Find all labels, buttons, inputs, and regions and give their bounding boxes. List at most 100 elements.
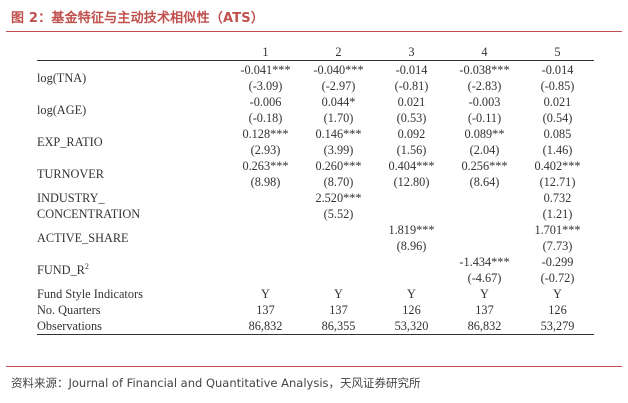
tstat-cell: (1.70) (323, 111, 354, 125)
table-row: Fund Style Indicators Y Y Y Y Y (37, 286, 594, 302)
table-row: FUND_R2 -1.434*** -0.299 (37, 254, 594, 277)
coef-cell (302, 222, 375, 238)
tstat-cell (375, 206, 448, 222)
tstat-cell: (3.99) (323, 143, 354, 157)
value-cell: 53,279 (521, 318, 594, 335)
tstat-cell: (-0.18) (248, 111, 283, 125)
row-label: ACTIVE_SHARE (37, 231, 129, 245)
value-cell: Y (480, 287, 489, 301)
coef-cell (448, 190, 521, 206)
superscript: 2 (84, 261, 89, 271)
tstat-cell: (-2.83) (467, 79, 502, 93)
coef-cell: 1.701*** (534, 223, 581, 237)
value-cell: 126 (548, 303, 567, 317)
table-row: TURNOVER 0.263*** 0.260*** 0.404*** 0.25… (37, 158, 594, 181)
row-label: log(TNA) (37, 71, 87, 85)
table-row: Observations 86,832 86,355 53,320 86,832… (37, 318, 594, 335)
tstat-cell: (7.73) (542, 239, 573, 253)
tstat-cell: (12.80) (393, 175, 430, 189)
table-row: CONCENTRATION (5.52) (1.21) (37, 206, 594, 222)
coef-cell: -0.038*** (459, 63, 510, 77)
tstat-cell: (8.70) (323, 175, 354, 189)
row-label: Fund Style Indicators (37, 287, 143, 301)
table-row: (8.96) (7.73) (37, 238, 594, 254)
coef-cell: -0.014 (541, 63, 574, 77)
tstat-cell: (2.04) (469, 143, 500, 157)
coef-cell: 0.732 (543, 191, 572, 205)
tstat-cell: (8.98) (250, 175, 281, 189)
coef-cell (375, 190, 448, 206)
tstat-cell: (1.46) (542, 143, 573, 157)
table-row: (2.93) (3.99) (1.56) (2.04) (1.46) (37, 142, 594, 158)
tstat-cell (302, 238, 375, 254)
row-label: EXP_RATIO (37, 135, 103, 149)
tstat-cell: (5.52) (323, 207, 354, 221)
coef-cell: 2.520*** (315, 191, 362, 205)
tstat-cell (448, 238, 521, 254)
value-cell: 126 (402, 303, 421, 317)
coef-cell: -0.003 (468, 95, 501, 109)
value-cell: 137 (475, 303, 494, 317)
tstat-cell (375, 270, 448, 286)
table-row: log(AGE) -0.006 0.044* 0.021 -0.003 0.02… (37, 94, 594, 117)
coef-cell: -0.041*** (240, 63, 291, 77)
table-row: ACTIVE_SHARE 1.819*** 1.701*** (37, 222, 594, 245)
value-cell: Y (407, 287, 416, 301)
tstat-cell: (0.54) (542, 111, 573, 125)
tstat-cell: (0.53) (396, 111, 427, 125)
coef-cell (229, 254, 302, 270)
tstat-cell (229, 206, 302, 222)
value-cell: 137 (256, 303, 275, 317)
row-label: No. Quarters (37, 303, 101, 317)
tstat-cell: (-3.09) (248, 79, 283, 93)
coef-cell: -0.040*** (313, 63, 364, 77)
table-row: (-0.18) (1.70) (0.53) (-0.11) (0.54) (37, 110, 594, 126)
regression-table: 1 2 3 4 5 log(TNA) -0.041*** -0.040*** -… (37, 44, 594, 335)
coef-cell: 0.128*** (242, 127, 289, 141)
value-cell: 86,355 (302, 318, 375, 335)
coef-cell: 1.819*** (388, 223, 435, 237)
tstat-cell: (-4.67) (467, 271, 502, 285)
tstat-cell: (2.93) (250, 143, 281, 157)
top-rule (6, 31, 622, 32)
row-label: INDUSTRY_ (37, 191, 105, 205)
coef-cell: 0.044* (321, 95, 356, 109)
table-row: (-4.67) (-0.72) (37, 270, 594, 286)
table-row: log(TNA) -0.041*** -0.040*** -0.014 -0.0… (37, 61, 594, 85)
row-label: log(AGE) (37, 103, 87, 117)
coef-cell: 0.021 (397, 95, 426, 109)
coef-cell (375, 254, 448, 270)
value-cell: Y (261, 287, 270, 301)
tstat-cell: (-2.97) (321, 79, 356, 93)
coef-cell: -0.299 (541, 255, 574, 269)
coef-cell: 0.092 (397, 127, 426, 141)
value-cell: 86,832 (448, 318, 521, 335)
tstat-cell (229, 270, 302, 286)
value-cell: Y (553, 287, 562, 301)
tstat-cell: (-0.85) (540, 79, 575, 93)
table-row: INDUSTRY_ 2.520*** 0.732 (37, 190, 594, 206)
tstat-cell (229, 238, 302, 254)
coef-cell: 0.021 (543, 95, 572, 109)
coef-cell (302, 254, 375, 270)
value-cell: Y (334, 287, 343, 301)
column-header: 3 (375, 44, 448, 61)
column-header: 4 (448, 44, 521, 61)
tstat-cell: (8.64) (469, 175, 500, 189)
row-label: FUND_R2 (37, 261, 89, 277)
coef-cell: 0.089** (464, 127, 505, 141)
coef-cell: 0.402*** (534, 159, 581, 173)
tstat-cell: (1.56) (396, 143, 427, 157)
coef-cell: 0.263*** (242, 159, 289, 173)
coef-cell: -0.014 (395, 63, 428, 77)
coef-cell: 0.260*** (315, 159, 362, 173)
table-row: No. Quarters 137 137 126 137 126 (37, 302, 594, 318)
coef-cell (229, 222, 302, 238)
row-label: TURNOVER (37, 167, 104, 181)
tstat-cell: (8.96) (396, 239, 427, 253)
table-header-row: 1 2 3 4 5 (37, 44, 594, 61)
value-cell: 53,320 (375, 318, 448, 335)
column-header: 1 (229, 44, 302, 61)
coef-cell: 0.404*** (388, 159, 435, 173)
coef-cell: -0.006 (249, 95, 282, 109)
